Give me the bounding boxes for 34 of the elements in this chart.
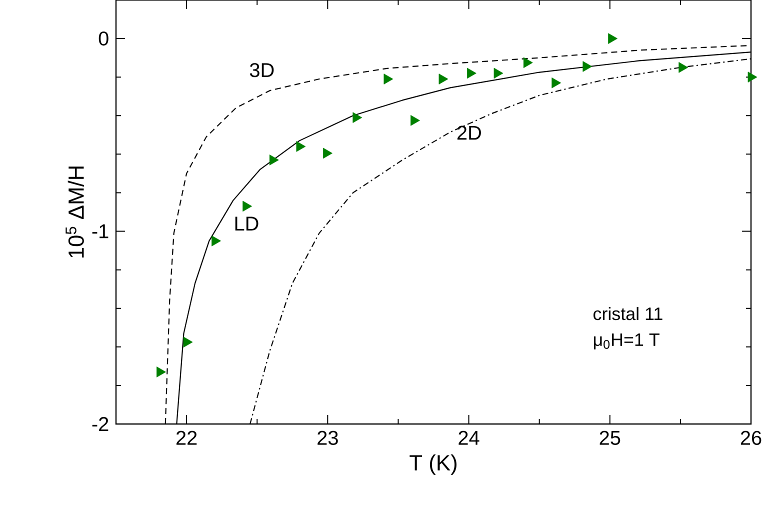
point	[608, 33, 618, 44]
series-label: LD	[235, 216, 258, 230]
x-tick-label: 26	[740, 430, 762, 445]
y-tick-label: 0	[98, 31, 108, 46]
annotation: cristal 11	[594, 306, 662, 320]
point	[242, 200, 252, 212]
point	[269, 154, 279, 166]
x-tick-label: 23	[318, 430, 338, 445]
x-tick-label: 24	[458, 430, 480, 445]
y-axis-title: 10$^{5}$ ΔM/H	[66, 166, 84, 258]
point	[410, 115, 420, 126]
point	[156, 366, 166, 378]
point	[323, 148, 332, 159]
point	[467, 68, 476, 79]
annotation: μ$_{0}$H=1 T	[594, 334, 660, 350]
x-tick-label: 22	[176, 430, 197, 445]
point	[296, 141, 306, 152]
point	[678, 62, 688, 73]
point	[438, 74, 448, 84]
point	[384, 74, 394, 84]
point	[748, 72, 758, 82]
point	[552, 77, 562, 88]
point	[494, 68, 504, 79]
point	[212, 236, 221, 246]
y-tick-label: -2	[92, 417, 108, 431]
point	[183, 336, 193, 348]
x-axis-title: T (K)	[410, 454, 456, 475]
point	[582, 61, 592, 72]
point	[523, 57, 533, 68]
y-tick-label: -1	[92, 224, 108, 238]
point	[352, 112, 362, 123]
series-label: 2D	[457, 126, 481, 140]
x-tick-label: 25	[600, 430, 620, 445]
series-label: 3D	[250, 63, 274, 78]
